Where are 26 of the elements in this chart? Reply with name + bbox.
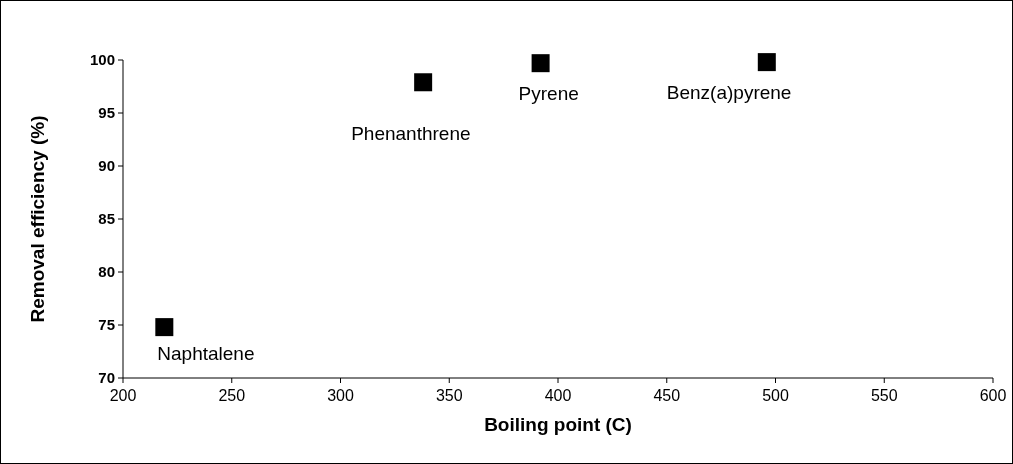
y-axis-title: Removal efficiency (%) bbox=[27, 115, 48, 323]
y-tick-label: 80 bbox=[98, 263, 115, 281]
annotation: Phenanthrene bbox=[351, 123, 471, 145]
x-tick-label: 250 bbox=[218, 387, 246, 404]
y-tick-label: 100 bbox=[89, 51, 115, 69]
y-tick-label: 85 bbox=[98, 210, 115, 228]
annotation: Naphtalene bbox=[157, 343, 255, 365]
x-tick-label: 350 bbox=[435, 387, 463, 404]
y-tick-label: 75 bbox=[98, 316, 115, 334]
point bbox=[414, 73, 433, 92]
x-tick-label: 450 bbox=[653, 387, 681, 404]
y-tick-label: 95 bbox=[98, 104, 115, 122]
x-axis-title: Boiling point (C) bbox=[484, 414, 632, 435]
x-tick-label: 600 bbox=[979, 387, 1007, 404]
x-tick-label: 200 bbox=[109, 387, 137, 404]
point bbox=[531, 54, 550, 73]
point bbox=[155, 318, 174, 337]
annotation: Pyrene bbox=[518, 83, 579, 105]
x-tick-label: 400 bbox=[544, 387, 572, 404]
y-tick-label: 90 bbox=[98, 157, 115, 175]
y-tick-label: 70 bbox=[98, 369, 115, 387]
annotation: Benz(a)pyrene bbox=[666, 82, 792, 104]
x-tick-label: 550 bbox=[870, 387, 898, 404]
x-tick-label: 500 bbox=[762, 387, 789, 404]
point bbox=[757, 53, 776, 72]
x-tick-label: 300 bbox=[327, 387, 354, 404]
